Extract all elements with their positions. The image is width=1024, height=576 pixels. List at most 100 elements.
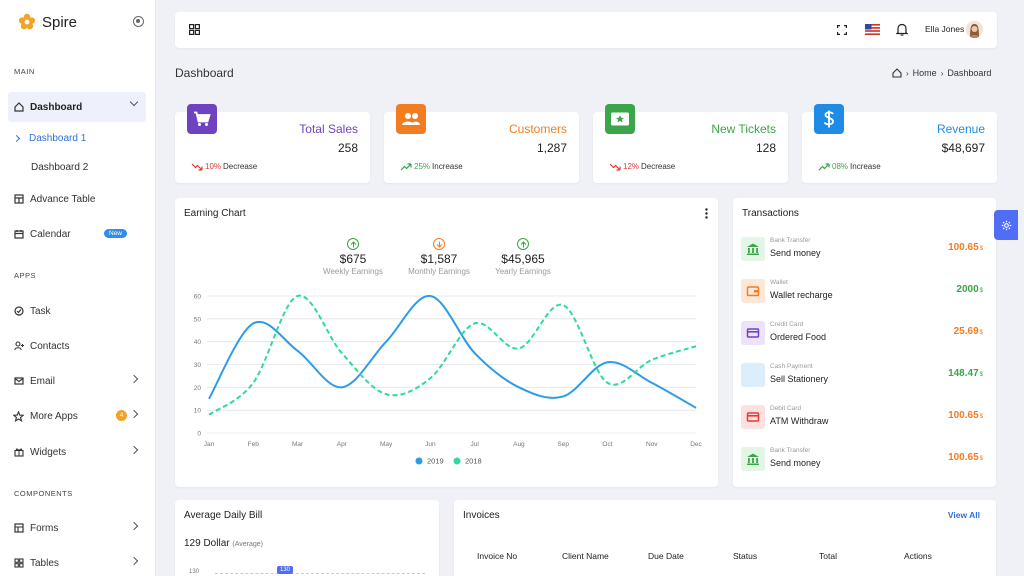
transaction-row[interactable]: Bank Transfer Send money 100.65$ [741, 232, 989, 268]
table-icon [13, 194, 24, 205]
amount-value: 100.65 [948, 410, 979, 421]
bill-value: 129 Dollar (Average) [184, 538, 263, 549]
brand[interactable]: Spire [0, 0, 155, 44]
transaction-name: ATM Withdraw [770, 416, 829, 426]
series-line-2018 [208, 294, 697, 416]
sidebar-item-contacts[interactable]: Contacts [8, 332, 146, 360]
legend-marker [415, 457, 423, 465]
transaction-row[interactable]: Credit Card Ordered Food 25.69$ [741, 316, 989, 352]
user-name[interactable]: Ella Jones [925, 24, 965, 34]
x-tick-label: Sep [557, 441, 569, 448]
section-apps: APPS [14, 271, 37, 280]
stat-label: Customers [508, 122, 567, 136]
amount-unit: $ [979, 414, 983, 420]
avatar[interactable] [966, 21, 983, 38]
sidebar-item-widgets[interactable]: Widgets [8, 438, 146, 466]
more-vertical-icon[interactable] [705, 208, 708, 219]
sidebar-item-label: Widgets [30, 446, 67, 458]
breadcrumb-separator-icon: › [906, 68, 909, 78]
top-header: Ella Jones [175, 12, 997, 48]
column-header[interactable]: Client Name [562, 551, 609, 561]
arrow-up-icon [347, 238, 359, 250]
sidebar-item-tables[interactable]: Tables [8, 549, 146, 576]
kpi-monthly: $1,587 Monthly Earnings [394, 238, 484, 276]
chevron-right-icon [129, 521, 139, 531]
bank-icon [741, 237, 765, 261]
kpi-value: $1,587 [420, 252, 458, 266]
chevron-right-icon [129, 409, 139, 419]
stat-pct: 25% [414, 162, 431, 171]
us-flag-icon[interactable] [865, 24, 880, 35]
earning-chart-card: Earning Chart $675 Weekly Earnings $1,58… [175, 198, 718, 487]
column-header[interactable]: Invoice No [477, 551, 518, 561]
legend-label: 2018 [465, 457, 482, 466]
kpi-value: $45,965 [501, 252, 545, 266]
transaction-row[interactable]: Bank Transfer Send money 100.65$ [741, 442, 989, 478]
sidebar-toggle-icon[interactable] [133, 16, 144, 27]
column-header[interactable]: Actions [904, 551, 932, 561]
stat-trend: Decrease [641, 162, 676, 171]
flower-logo-icon [18, 13, 36, 30]
gift-icon [13, 447, 24, 458]
grid-icon [13, 558, 24, 569]
sidebar-item-more-apps[interactable]: More Apps 4 [8, 402, 146, 430]
kpi-value: $675 [339, 252, 367, 266]
wallet-icon [741, 279, 765, 303]
sidebar-item-email[interactable]: Email [8, 367, 146, 395]
new-badge: New [104, 229, 128, 238]
column-header[interactable]: Status [733, 551, 758, 561]
transaction-row[interactable]: Cash Payment Sell Stationery 148.47$ [741, 358, 989, 394]
sidebar-item-dashboard[interactable]: Dashboard [8, 92, 146, 122]
bill-axis-tick: 130 [189, 569, 200, 575]
transaction-row[interactable]: Wallet Wallet recharge 2000$ [741, 274, 989, 310]
column-header[interactable]: Total [819, 551, 837, 561]
credit-card-icon [741, 321, 765, 345]
chevron-down-icon [129, 97, 139, 107]
amount-value: 100.65 [948, 452, 979, 463]
apps-grid-icon[interactable] [189, 24, 200, 35]
card-title: Average Daily Bill [184, 510, 263, 521]
stat-card-revenue: Revenue $48,697 08% Increase [802, 104, 997, 183]
card-title: Transactions [742, 208, 799, 219]
stat-pct: 08% [832, 162, 849, 171]
sidebar-item-calendar[interactable]: Calendar New [8, 220, 146, 248]
sidebar-item-label: More Apps [30, 410, 78, 422]
section-main: MAIN [14, 67, 35, 76]
sidebar-item-dashboard-1[interactable]: Dashboard 1 [12, 133, 86, 144]
transaction-amount: 100.65$ [948, 410, 983, 421]
settings-gear-button[interactable] [994, 210, 1018, 240]
home-icon[interactable] [892, 68, 902, 78]
kpi-label: Monthly Earnings [408, 267, 470, 276]
trend-down-icon [191, 163, 203, 171]
sidebar-item-forms[interactable]: Forms [8, 514, 146, 542]
sidebar-item-task[interactable]: Task [8, 297, 146, 325]
bell-icon[interactable] [896, 23, 908, 36]
stat-delta: 12% Decrease [609, 162, 675, 171]
stat-trend: Increase [432, 162, 463, 171]
brand-name: Spire [42, 13, 78, 31]
dollar-icon [814, 104, 844, 134]
stat-delta: 10% Decrease [191, 162, 257, 171]
view-all-link[interactable]: View All [947, 510, 980, 520]
home-icon [13, 102, 24, 113]
amount-value: 100.65 [948, 242, 979, 253]
stat-value: 258 [337, 141, 358, 155]
column-header[interactable]: Due Date [648, 551, 684, 561]
sidebar-item-label: Forms [30, 522, 59, 534]
breadcrumb-home[interactable]: Home [912, 68, 937, 78]
fullscreen-icon[interactable] [837, 25, 847, 35]
transaction-row[interactable]: Debit Card ATM Withdraw 100.65$ [741, 400, 989, 436]
chevron-right-icon [12, 134, 21, 143]
sidebar-item-label: Tables [30, 557, 59, 569]
breadcrumb: › Home › Dashboard [892, 68, 991, 78]
trend-up-icon [400, 162, 412, 170]
legend-marker [453, 457, 461, 465]
stat-pct: 10% [205, 162, 222, 171]
trend-up-icon [818, 162, 830, 170]
stat-value: 1,287 [536, 141, 567, 155]
sidebar-item-advance-table[interactable]: Advance Table [8, 185, 146, 213]
x-tick-label: Feb [248, 441, 260, 448]
sidebar-item-dashboard-2[interactable]: Dashboard 2 [31, 162, 88, 173]
stat-pct: 12% [623, 162, 640, 171]
y-tick-label: 50 [194, 316, 202, 323]
